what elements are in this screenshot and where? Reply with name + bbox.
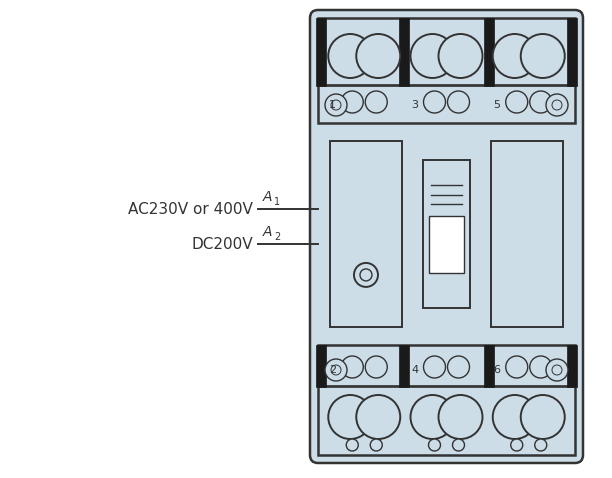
Circle shape bbox=[356, 34, 400, 78]
Circle shape bbox=[325, 359, 347, 381]
Circle shape bbox=[356, 395, 400, 439]
Bar bbox=[316, 18, 326, 86]
Circle shape bbox=[346, 439, 358, 451]
Circle shape bbox=[411, 34, 455, 78]
Circle shape bbox=[428, 439, 441, 451]
Circle shape bbox=[511, 439, 523, 451]
Circle shape bbox=[506, 356, 528, 378]
Bar bbox=[330, 141, 402, 327]
Circle shape bbox=[331, 100, 341, 110]
Text: A: A bbox=[263, 225, 272, 239]
Circle shape bbox=[365, 356, 387, 378]
Circle shape bbox=[552, 365, 562, 375]
Circle shape bbox=[530, 356, 552, 378]
Circle shape bbox=[452, 439, 465, 451]
Text: 4: 4 bbox=[411, 365, 418, 375]
Bar bbox=[318, 18, 575, 123]
Text: 6: 6 bbox=[493, 365, 500, 375]
Circle shape bbox=[341, 356, 364, 378]
Circle shape bbox=[331, 365, 341, 375]
Text: 1: 1 bbox=[329, 100, 336, 110]
Circle shape bbox=[360, 269, 372, 281]
Circle shape bbox=[552, 100, 562, 110]
Text: DC200V: DC200V bbox=[192, 237, 253, 252]
Bar bbox=[567, 345, 578, 387]
Circle shape bbox=[506, 91, 528, 113]
Text: AC230V or 400V: AC230V or 400V bbox=[128, 202, 253, 217]
Bar bbox=[491, 141, 563, 327]
Circle shape bbox=[546, 359, 568, 381]
Circle shape bbox=[328, 395, 372, 439]
Circle shape bbox=[424, 91, 446, 113]
Circle shape bbox=[341, 91, 364, 113]
Bar bbox=[484, 345, 494, 387]
Bar bbox=[399, 345, 409, 387]
Circle shape bbox=[521, 395, 565, 439]
Circle shape bbox=[447, 91, 469, 113]
Bar bbox=[567, 18, 578, 86]
Text: A: A bbox=[263, 190, 272, 204]
Bar bbox=[429, 216, 464, 272]
Text: 5: 5 bbox=[493, 100, 500, 110]
Bar bbox=[318, 345, 575, 455]
Text: 2: 2 bbox=[329, 365, 336, 375]
Bar bbox=[484, 18, 494, 86]
Circle shape bbox=[439, 395, 482, 439]
Circle shape bbox=[530, 91, 552, 113]
Text: 3: 3 bbox=[411, 100, 418, 110]
Bar bbox=[424, 160, 469, 308]
Bar bbox=[318, 84, 575, 86]
Text: 2: 2 bbox=[274, 232, 280, 242]
Circle shape bbox=[493, 395, 537, 439]
Circle shape bbox=[493, 34, 537, 78]
Circle shape bbox=[411, 395, 455, 439]
Circle shape bbox=[325, 94, 347, 116]
Circle shape bbox=[328, 34, 372, 78]
Bar bbox=[318, 385, 575, 387]
Circle shape bbox=[370, 439, 382, 451]
Text: 1: 1 bbox=[274, 197, 280, 207]
FancyBboxPatch shape bbox=[310, 10, 583, 463]
Circle shape bbox=[439, 34, 482, 78]
Circle shape bbox=[424, 356, 446, 378]
Circle shape bbox=[365, 91, 387, 113]
Circle shape bbox=[447, 356, 469, 378]
Circle shape bbox=[354, 263, 378, 287]
Bar bbox=[316, 345, 326, 387]
Circle shape bbox=[521, 34, 565, 78]
Bar bbox=[399, 18, 409, 86]
Circle shape bbox=[546, 94, 568, 116]
Circle shape bbox=[535, 439, 547, 451]
